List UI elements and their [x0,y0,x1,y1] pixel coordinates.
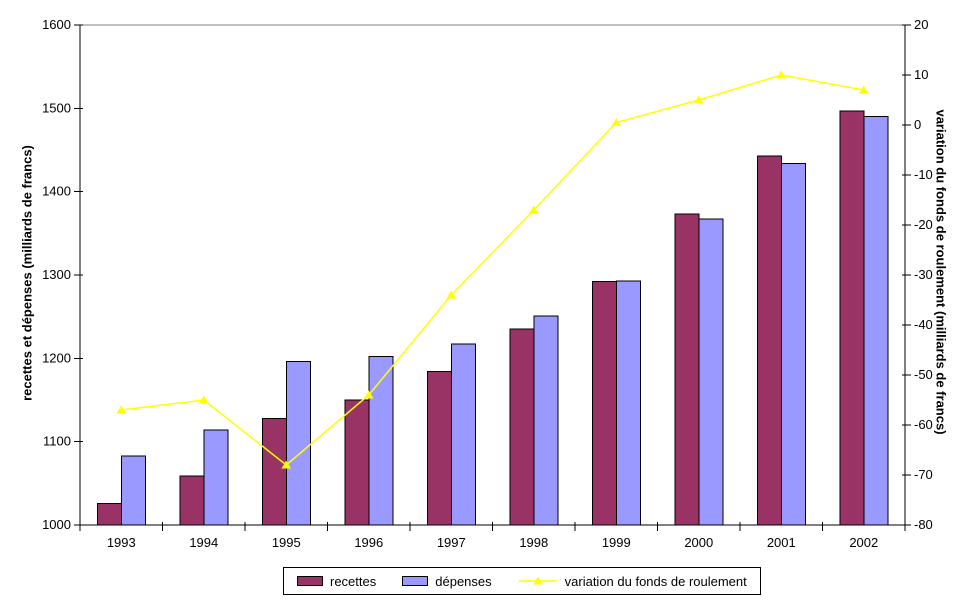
left-tick-label: 1000 [42,517,71,532]
x-tick-label-1997: 1997 [437,535,466,550]
bar-recettes-1998 [509,328,535,526]
right-tick-label: 20 [914,17,928,32]
left-tick-label: 1400 [42,184,71,199]
bar-depenses-1995 [285,361,311,526]
bar-depenses-1998 [533,315,559,526]
x-tick-label-1999: 1999 [602,535,631,550]
left-tick-label: 1500 [42,100,71,115]
left-tick-label: 1600 [42,17,71,32]
recettes-swatch [297,576,323,586]
bar-depenses-2001 [780,162,806,526]
x-axis-ticks: 1993 1994 1995 1996 1997 1998 1999 2000 2001 2002 [79,522,906,550]
x-tick-label-1996: 1996 [354,535,383,550]
bar-recettes-1993 [96,502,122,526]
variation-marker-1996 [363,390,374,399]
right-tick-label: -50 [914,367,933,382]
right-tick-label: -20 [914,217,933,232]
variation-marker-1997 [446,290,457,299]
variation-marker-1994 [198,395,209,404]
left-tick-label: 1200 [42,350,71,365]
legend: recettes dépenses variation du fonds de … [283,567,761,595]
variation-marker-1999 [611,118,621,126]
bar-recettes-1997 [426,371,452,526]
legend-item-variation: variation du fonds de roulement [518,574,747,589]
depenses-swatch [402,576,429,586]
right-tick-label: 0 [914,117,921,132]
variation-marker-2000 [694,95,704,104]
bar-recettes-1996 [344,399,370,526]
variation-marker-1993 [116,405,126,414]
right-axis-title: variation du fonds de roulement (milliar… [933,109,949,435]
bar-depenses-1996 [368,356,394,526]
x-tick-label-1998: 1998 [519,535,548,550]
left-tick-label: 1300 [42,267,71,282]
x-tick-label-1994: 1994 [189,535,218,550]
variation-marker-1998 [529,205,539,214]
bar-recettes-2000 [674,213,700,526]
bar-depenses-1997 [450,343,476,526]
bar-depenses-1999 [615,280,641,526]
line-triangle-marker-icon [518,576,557,585]
variation-line [121,74,864,466]
bar-recettes-2001 [756,155,782,526]
bar-depenses-2002 [863,116,889,526]
variation-marker-2002 [859,85,869,94]
bar-recettes-2002 [839,110,865,526]
right-tick-label: -10 [914,167,933,182]
x-tick-label-1995: 1995 [272,535,301,550]
bar-recettes-1994 [179,475,205,526]
bar-depenses-2000 [698,218,724,526]
left-tick-label: 1100 [43,434,71,449]
x-tick-label-2001: 2001 [767,535,796,550]
right-axis-ticks: 20 10 0 -10 -20 -30 -40 -50 -60 -70 -80 [902,17,933,532]
legend-label-variation: variation du fonds de roulement [564,573,747,589]
bar-recettes-1999 [591,281,617,526]
bar-depenses-1993 [120,455,146,526]
right-tick-label: -80 [914,517,933,532]
variation-marker-2001 [776,70,786,79]
right-tick-label: -60 [914,417,933,432]
legend-label-depenses: dépenses [435,573,492,589]
legend-item-depenses: dépenses [402,573,492,589]
right-tick-label: -70 [914,467,933,482]
x-tick-label-1993: 1993 [107,535,136,550]
variation-line-group [116,70,869,469]
variation-marker-1995 [281,460,292,469]
left-axis-ticks: 1000 1100 1200 1300 1400 1500 1600 [42,17,83,532]
bar-recettes-1995 [261,417,287,526]
bar-depenses-1994 [203,429,229,526]
legend-item-recettes: recettes [297,574,376,589]
x-tick-label-2002: 2002 [849,535,878,550]
legend-label-recettes: recettes [330,573,377,589]
bars-group [96,110,889,526]
right-tick-label: -30 [914,267,933,282]
x-tick-label-2000: 2000 [684,535,713,550]
left-axis-title: recettes et dépenses (milliards de franc… [19,145,35,401]
right-tick-label: -40 [914,317,933,332]
right-tick-label: 10 [914,67,928,82]
